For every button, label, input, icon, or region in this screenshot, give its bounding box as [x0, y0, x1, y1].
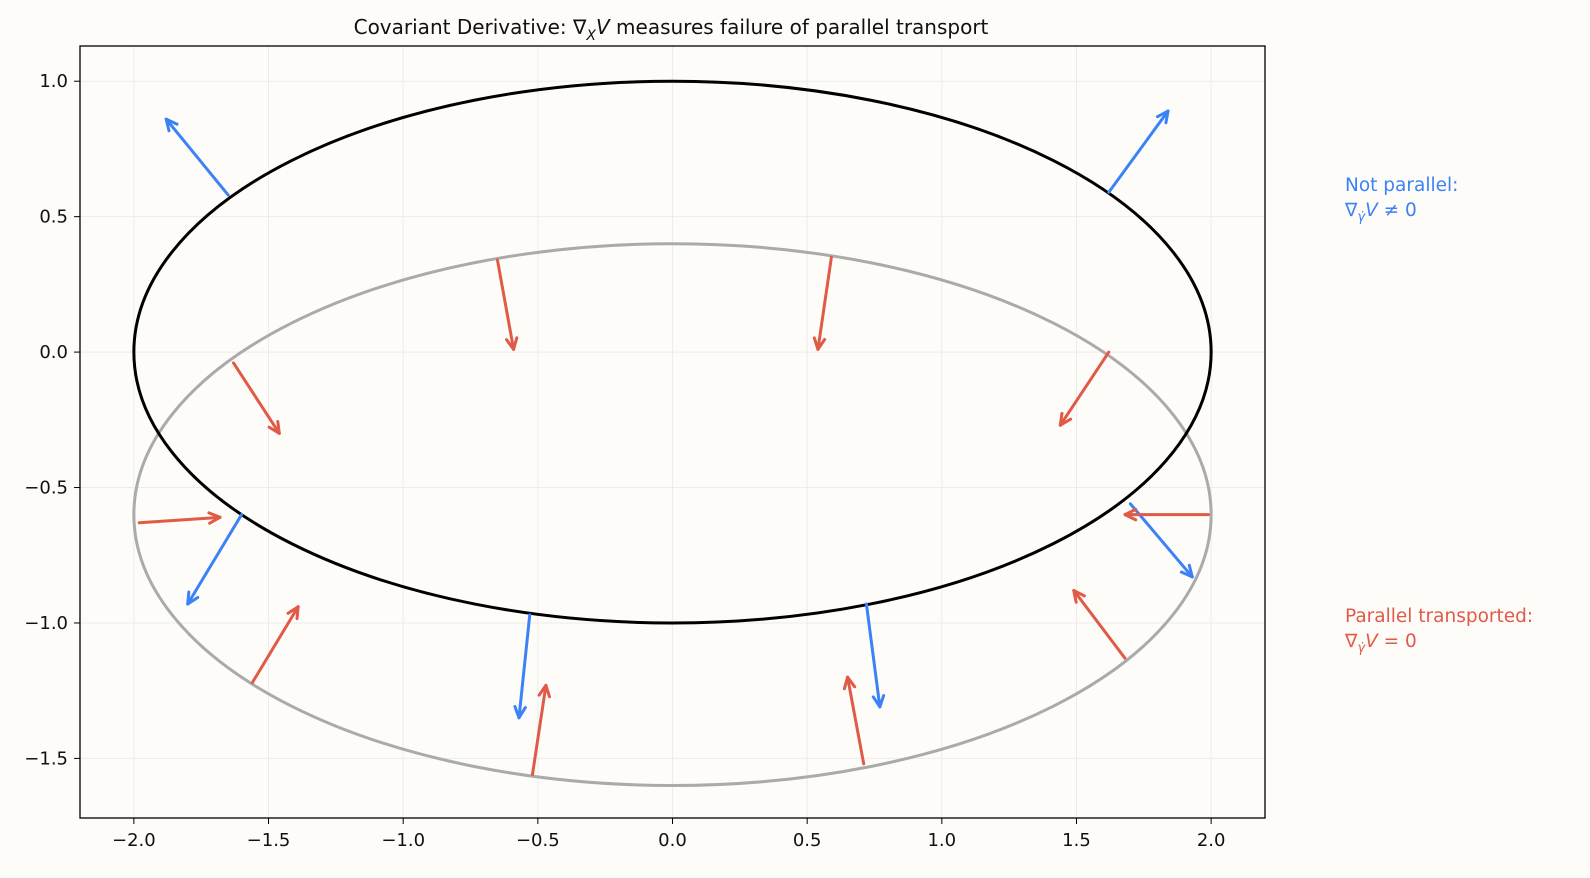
not-parallel-arrow [186, 513, 244, 606]
not-parallel-annotation-formula: ∇γ̇V ≠ 0 [1344, 200, 1417, 225]
parallel-arrow [232, 361, 281, 435]
gray-ellipse [132, 242, 1213, 787]
x-tick-label: 0.5 [793, 830, 822, 851]
y-tick-label: −1.0 [24, 613, 68, 634]
x-tick-label: −0.5 [516, 830, 560, 851]
parallel-arrow [250, 605, 300, 685]
x-tick-label: −1.5 [247, 830, 291, 851]
not-parallel-arrow [1107, 109, 1170, 194]
black-ellipse [132, 79, 1213, 625]
parallel-arrow [1072, 588, 1127, 660]
x-tick-label: 1.0 [927, 830, 956, 851]
curves [132, 79, 1213, 787]
chart-title: Covariant Derivative: ∇XV measures failu… [354, 15, 989, 44]
not-parallel-arrow [513, 613, 532, 720]
x-tick-label: 2.0 [1197, 830, 1226, 851]
y-tick-label: 0.5 [39, 207, 68, 228]
not-parallel-annotation-line1: Not parallel: [1345, 175, 1458, 196]
parallel-arrow [812, 255, 833, 351]
parallel-arrow [842, 675, 866, 766]
parallel-arrow [1058, 350, 1111, 427]
parallel-annotation-formula: ∇γ̇V = 0 [1344, 631, 1417, 656]
parallel-annotation-line1: Parallel transported: [1345, 606, 1533, 627]
x-tick-label: −2.0 [112, 830, 156, 851]
parallel-arrow [495, 258, 519, 351]
axis-ticks: −2.0 −1.5 −1.0 −0.5 0.0 0.5 1.0 1.5 2.0 1.0 0.5 0.0… [24, 71, 1225, 851]
y-tick-label: −0.5 [24, 478, 68, 499]
y-tick-label: 0.0 [39, 342, 68, 363]
y-tick-label: −1.5 [24, 748, 68, 769]
parallel-arrow [137, 511, 222, 525]
parallel-arrow [1123, 507, 1210, 522]
x-tick-label: −1.0 [381, 830, 425, 851]
vector-arrows [137, 109, 1210, 777]
x-tick-label: 1.5 [1062, 830, 1091, 851]
y-tick-label: 1.0 [39, 71, 68, 92]
x-tick-label: 0.0 [658, 830, 687, 851]
parallel-arrow [530, 683, 551, 777]
not-parallel-arrow [164, 117, 230, 197]
not-parallel-arrow [864, 602, 886, 709]
